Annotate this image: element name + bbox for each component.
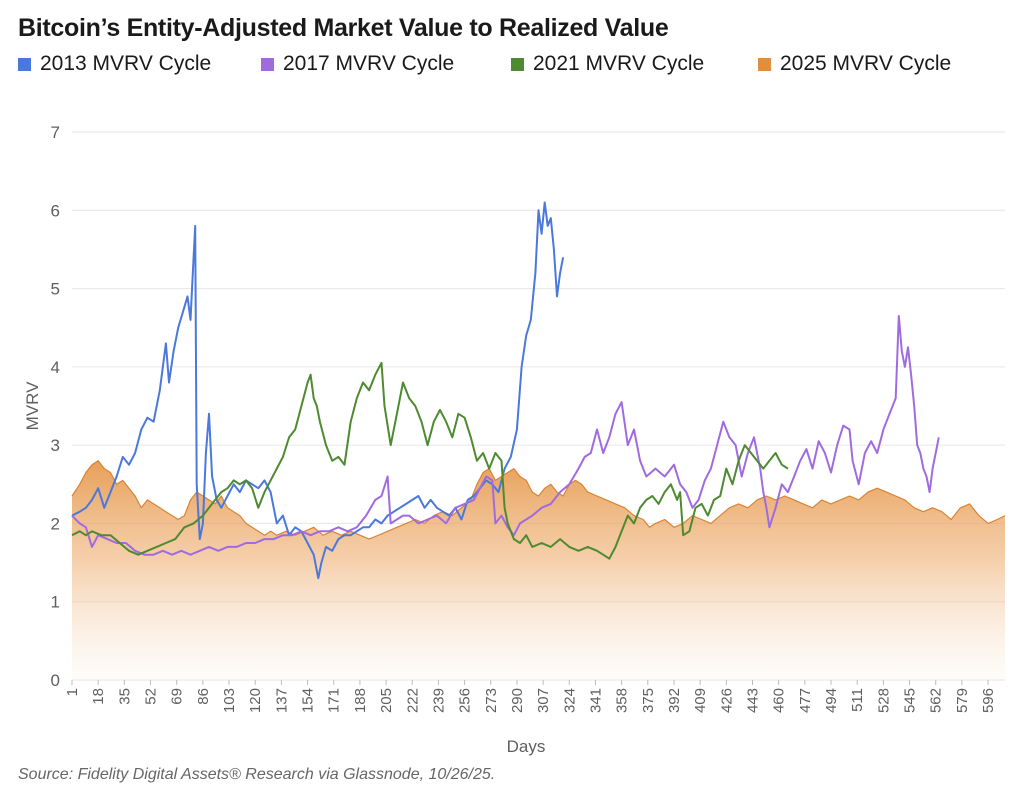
x-tick-label-409: 409 <box>692 688 709 713</box>
x-tick-label-426: 426 <box>718 688 735 713</box>
x-tick-label-392: 392 <box>666 688 683 713</box>
y-tick-label-0: 0 <box>51 671 60 690</box>
y-tick-label-2: 2 <box>51 514 60 533</box>
x-tick-label-358: 358 <box>614 688 631 713</box>
area-layer <box>71 460 1006 680</box>
legend-item-2013[interactable]: 2013 MVRV Cycle <box>18 52 211 76</box>
y-axis-label: MVRV <box>23 381 42 430</box>
series-edge-3 <box>71 460 1006 540</box>
series-line-1 <box>71 315 940 556</box>
legend-item-2017[interactable]: 2017 MVRV Cycle <box>261 52 454 76</box>
x-tick-label-596: 596 <box>980 688 997 713</box>
x-axis-label: Days <box>507 737 546 756</box>
x-tick-label-120: 120 <box>247 688 264 713</box>
x-tick-label-154: 154 <box>300 688 317 713</box>
legend-label-2021: 2021 MVRV Cycle <box>533 52 705 75</box>
x-tick-label-273: 273 <box>483 688 500 713</box>
x-axis-ticks: 1 18 35 52 69 86 103 120 137 154 171 188 205 222 239 25… <box>64 680 997 713</box>
x-tick-label-52: 52 <box>143 688 160 705</box>
x-tick-label-443: 443 <box>745 688 762 713</box>
y-tick-label-6: 6 <box>51 201 60 220</box>
series-line-2 <box>71 361 789 560</box>
source-note: Source: Fidelity Digital Assets® Researc… <box>18 766 496 783</box>
x-tick-label-375: 375 <box>640 688 657 713</box>
x-tick-label-103: 103 <box>221 688 238 713</box>
x-tick-label-290: 290 <box>509 688 526 713</box>
x-tick-label-137: 137 <box>273 688 290 713</box>
y-axis-ticks: 0 1 2 3 4 5 6 7 <box>51 123 60 690</box>
legend-swatch-2017 <box>261 57 274 71</box>
x-tick-label-86: 86 <box>195 688 212 705</box>
legend-label-2017: 2017 MVRV Cycle <box>283 52 455 75</box>
lines-layer <box>71 201 940 580</box>
y-tick-label-3: 3 <box>51 436 60 455</box>
x-tick-label-511: 511 <box>849 688 866 712</box>
x-tick-label-545: 545 <box>902 688 919 713</box>
x-tick-label-579: 579 <box>954 688 971 713</box>
x-tick-label-239: 239 <box>430 688 447 713</box>
x-tick-label-205: 205 <box>378 688 395 713</box>
x-tick-label-307: 307 <box>535 688 552 713</box>
x-tick-label-222: 222 <box>404 688 421 713</box>
x-tick-label-35: 35 <box>116 688 133 705</box>
y-tick-label-1: 1 <box>51 593 60 612</box>
x-tick-label-69: 69 <box>169 688 186 705</box>
x-tick-label-188: 188 <box>352 688 369 713</box>
legend-swatch-2021 <box>511 57 524 71</box>
x-tick-label-562: 562 <box>928 688 945 713</box>
x-tick-label-18: 18 <box>90 688 107 705</box>
y-tick-label-5: 5 <box>51 280 60 299</box>
chart-legend: 2013 MVRV Cycle 2017 MVRV Cycle 2021 MVR… <box>18 52 1018 82</box>
legend-label-2025: 2025 MVRV Cycle <box>780 52 952 75</box>
y-tick-label-4: 4 <box>51 358 60 377</box>
legend-item-2021[interactable]: 2021 MVRV Cycle <box>511 52 704 76</box>
legend-label-2013: 2013 MVRV Cycle <box>40 52 212 75</box>
x-tick-label-171: 171 <box>326 688 343 713</box>
x-tick-label-324: 324 <box>561 688 578 713</box>
series-area-3 <box>72 460 1005 680</box>
x-tick-label-477: 477 <box>797 688 814 713</box>
legend-swatch-2025 <box>758 57 771 71</box>
x-tick-label-494: 494 <box>823 688 840 713</box>
x-tick-label-1: 1 <box>64 688 81 696</box>
legend-swatch-2013 <box>18 57 31 71</box>
x-tick-label-528: 528 <box>875 688 892 713</box>
x-tick-label-341: 341 <box>587 688 604 713</box>
series-line-0 <box>71 201 565 580</box>
legend-item-2025[interactable]: 2025 MVRV Cycle <box>758 52 951 76</box>
chart-title: Bitcoin’s Entity-Adjusted Market Value t… <box>18 14 669 42</box>
x-tick-label-460: 460 <box>771 688 788 713</box>
y-tick-label-7: 7 <box>51 123 60 142</box>
x-tick-label-256: 256 <box>457 688 474 713</box>
